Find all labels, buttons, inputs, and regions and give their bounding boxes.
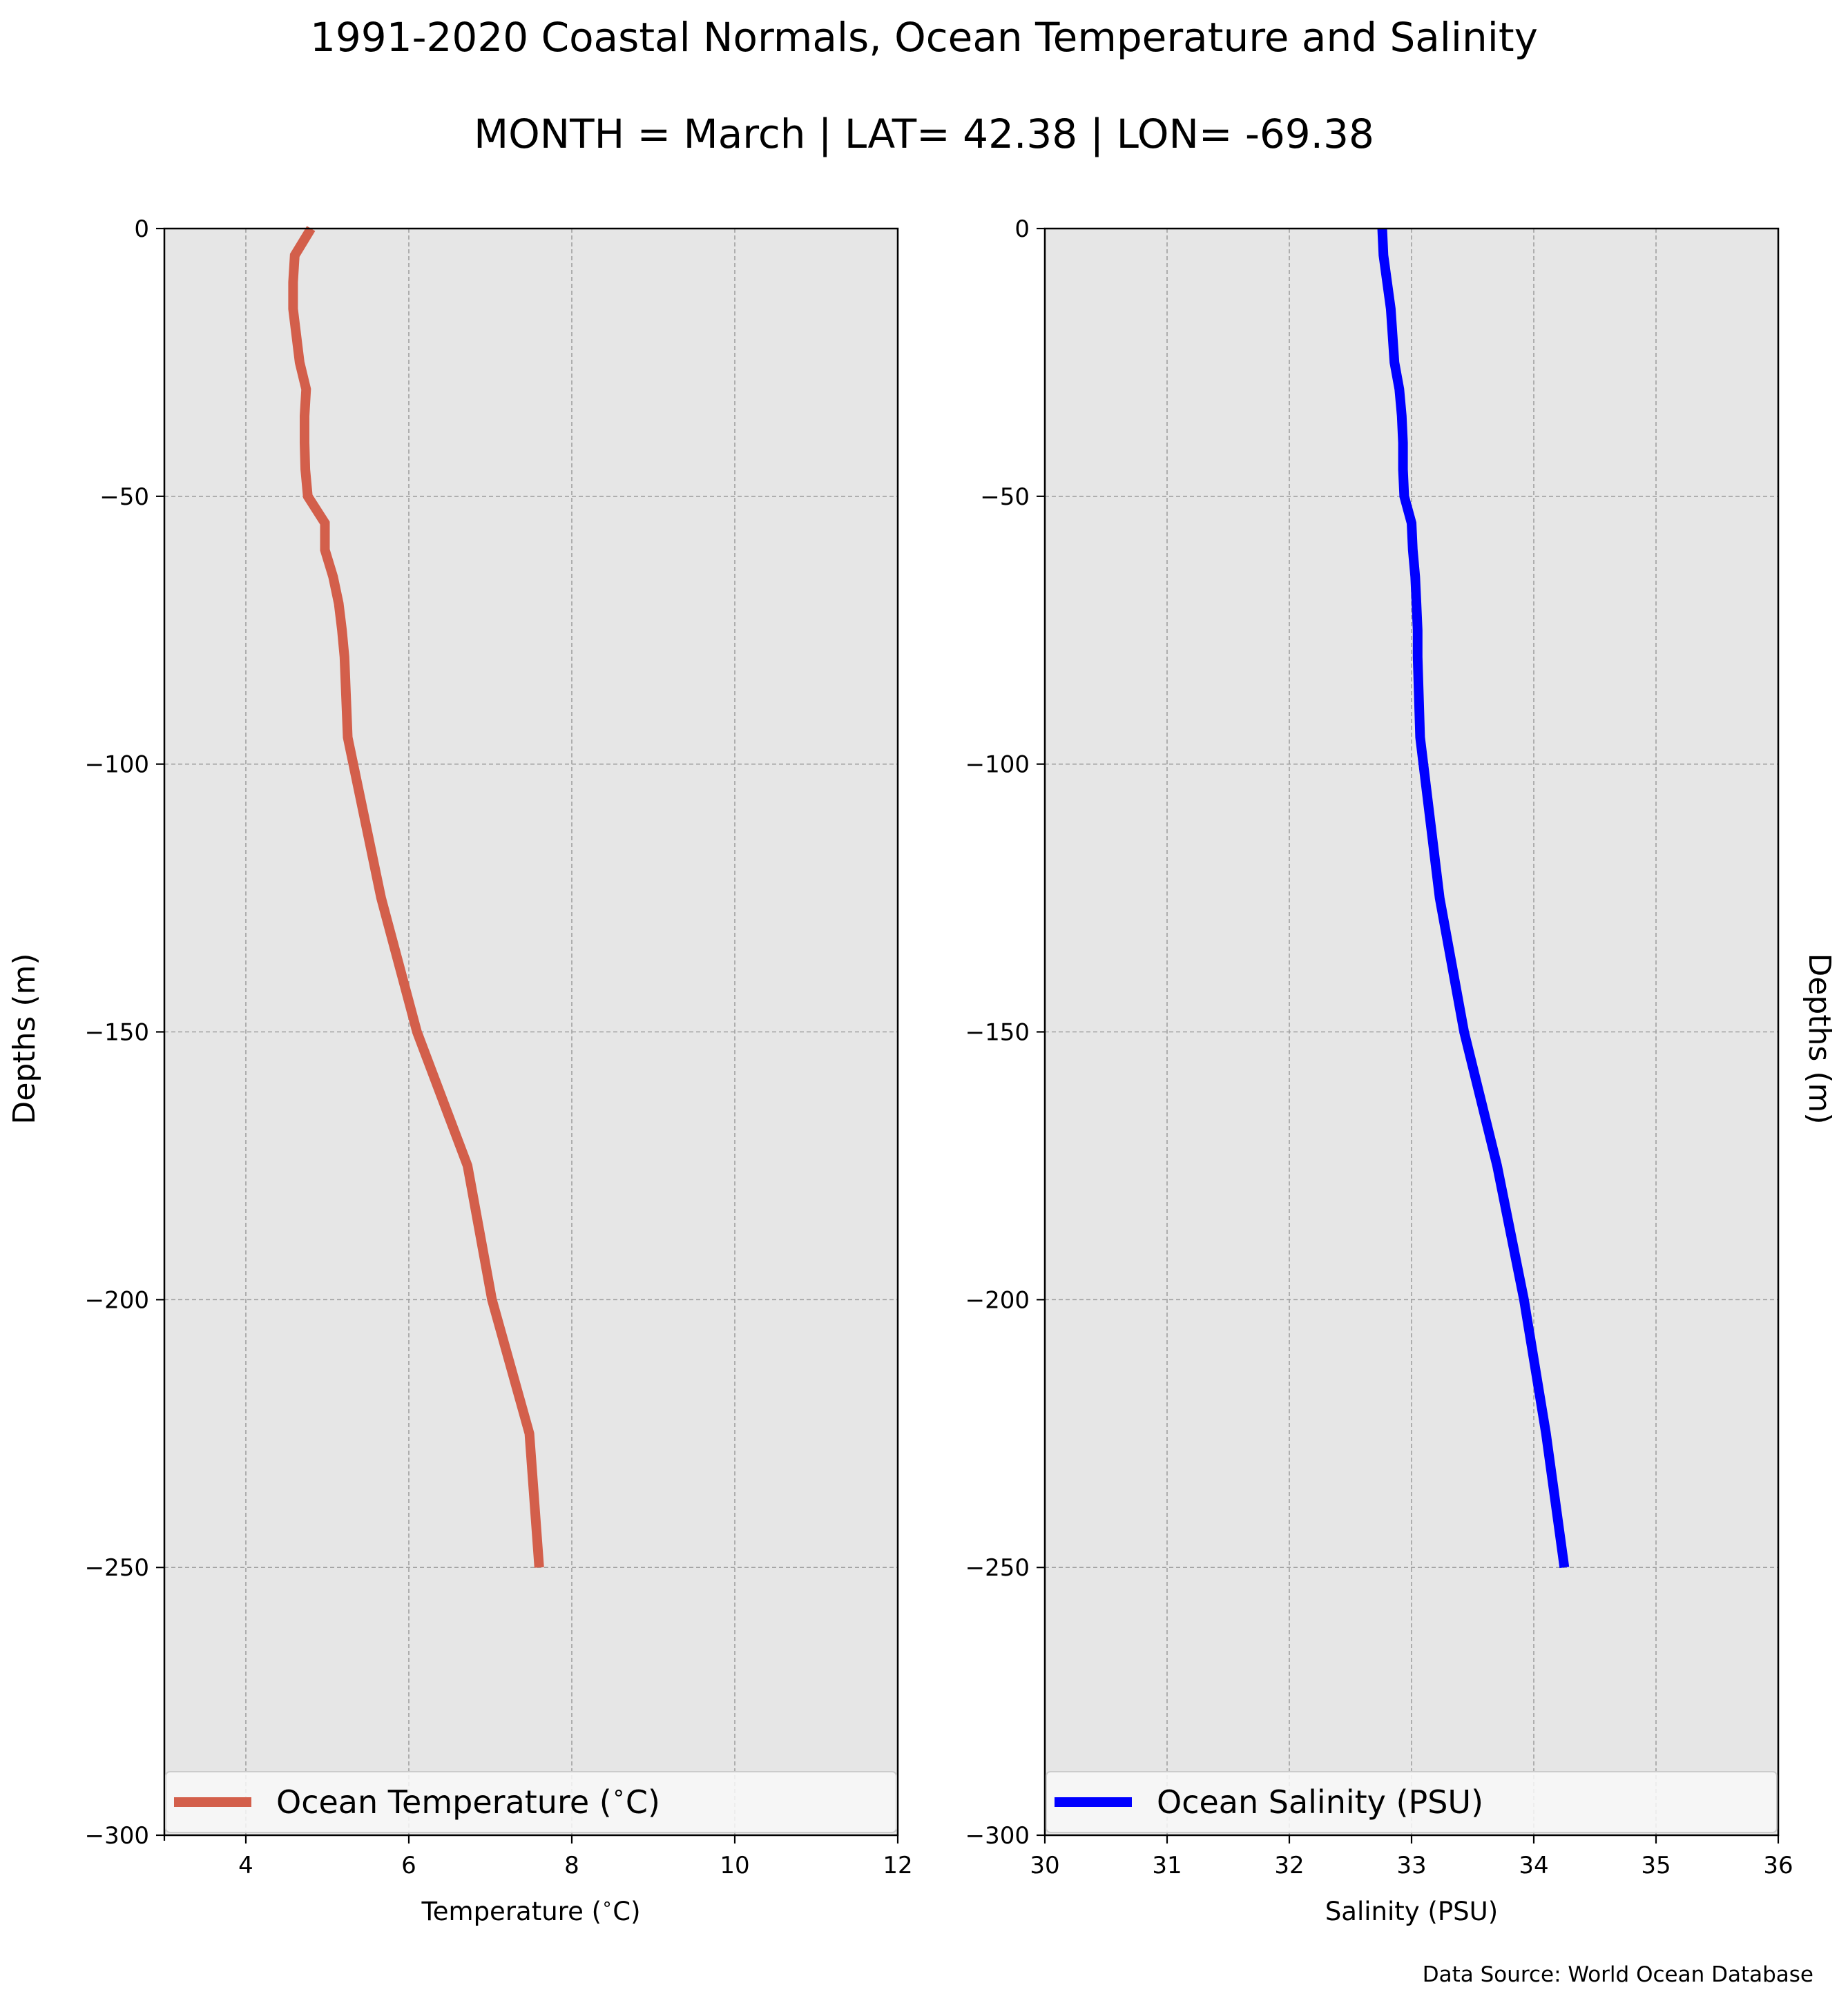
chart1-y-tick-label: 0 — [1014, 215, 1030, 243]
chart1-x-tick-label: 30 — [1030, 1852, 1059, 1879]
chart1-y-tick-label: −100 — [965, 751, 1030, 779]
chart0-y-axis-label: Depths (m) — [7, 953, 42, 1124]
chart1-y-tick-label: −150 — [965, 1019, 1030, 1047]
chart0-series-line-0 — [288, 226, 544, 1568]
chart1-x-axis-label: Salinity (PSU) — [1325, 1897, 1498, 1926]
chart0-y-tick-label: −150 — [85, 1019, 149, 1047]
chart1-y-tick-label: −300 — [965, 1822, 1030, 1850]
chart0-y-tick-label: −250 — [85, 1554, 149, 1582]
chart1-y-tick-label: −200 — [965, 1286, 1030, 1314]
chart0-x-tick-label: 10 — [720, 1852, 749, 1879]
chart0-x-tick-label: 6 — [401, 1852, 416, 1879]
chart1-y-tick-label: −250 — [965, 1554, 1030, 1582]
chart0-y-tick-label: −50 — [99, 483, 149, 511]
chart0-y-tick-label: 0 — [134, 215, 149, 243]
chart0-x-axis-label: Temperature (∘C) — [421, 1894, 640, 1926]
chart1-y-tick-label: −50 — [980, 483, 1030, 511]
chart1-x-tick-label: 35 — [1641, 1852, 1671, 1879]
chart0-x-tick-label: 12 — [883, 1852, 912, 1879]
data-source-note: Data Source: World Ocean Database — [1422, 1962, 1813, 1987]
chart1-series-line-0 — [1377, 228, 1570, 1569]
chart0-x-tick-label: 8 — [564, 1852, 579, 1879]
chart0-legend: Ocean Temperature (∘C) — [165, 1771, 897, 1833]
chart0-legend-label: Ocean Temperature (∘C) — [276, 1779, 660, 1821]
chart1-x-tick-label: 33 — [1396, 1852, 1426, 1879]
chart0-legend-box — [165, 1771, 897, 1833]
figure-subtitle: MONTH = March | LAT= 42.38 | LON= -69.38 — [474, 110, 1374, 157]
chart0-y-tick-label: −100 — [85, 751, 149, 779]
chart0-y-tick-label: −200 — [85, 1286, 149, 1314]
chart0-y-tick-label: −300 — [85, 1822, 149, 1850]
figure-title: 1991-2020 Coastal Normals, Ocean Tempera… — [310, 14, 1538, 61]
chart1-legend-label: Ocean Salinity (PSU) — [1157, 1783, 1483, 1821]
chart1-x-tick-label: 31 — [1152, 1852, 1182, 1879]
chart1-x-tick-label: 32 — [1274, 1852, 1304, 1879]
chart1-x-tick-label: 36 — [1763, 1852, 1793, 1879]
chart1-y-axis-label: Depths (m) — [1802, 953, 1837, 1124]
chart0-x-tick-label: 4 — [238, 1852, 253, 1879]
chart1-legend: Ocean Salinity (PSU) — [1046, 1771, 1778, 1833]
chart1-x-tick-label: 34 — [1519, 1852, 1548, 1879]
chart1-legend-box — [1046, 1771, 1778, 1833]
